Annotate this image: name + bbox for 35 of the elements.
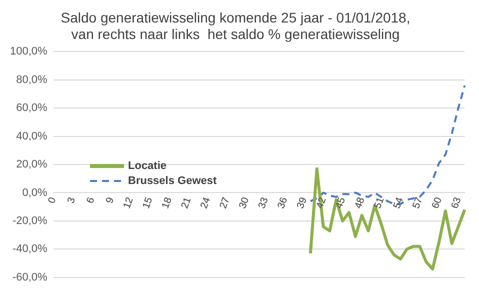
y-tick-label: 100,0% <box>10 46 48 58</box>
x-tick-label: 63 <box>450 196 464 210</box>
x-tick-label: 6 <box>85 196 98 205</box>
legend-label: Brussels Gewest <box>128 174 217 186</box>
y-tick-label: 80,0% <box>16 74 48 86</box>
x-tick-label: 39 <box>295 196 310 210</box>
y-tick-label: -40,0% <box>12 243 48 256</box>
text: van rechts naar links het saldo % generatiewisseling <box>71 26 400 42</box>
y-tick-label: 60,0% <box>16 102 48 114</box>
x-tick-label: 54 <box>392 196 406 210</box>
x-tick-label: 24 <box>198 196 214 210</box>
x-tick-label: 12 <box>122 196 136 210</box>
x-tick-label: 57 <box>410 196 426 210</box>
x-tick-label: 60 <box>430 196 445 210</box>
x-tick-label: 30 <box>237 196 252 210</box>
x-tick-label: 15 <box>141 196 156 210</box>
x-tick-label: 27 <box>218 196 232 210</box>
x-tick-label: 48 <box>353 196 368 210</box>
x-tick-label: 9 <box>104 196 117 205</box>
y-tick-label: -60,0% <box>12 271 48 284</box>
x-tick-label: 36 <box>276 196 290 210</box>
y-tick-label: 20,0% <box>16 158 48 171</box>
x-tick-label: 33 <box>256 196 271 210</box>
text: Saldo generatiewisseling komende 25 jaar - 01/01/2018, <box>60 9 410 26</box>
legend-label: Locatie <box>128 160 167 172</box>
x-tick-label: 42 <box>314 196 329 210</box>
y-tick-label: 0,0% <box>22 186 48 199</box>
y-tick-label: -20,0% <box>12 214 48 227</box>
x-tick-label: 45 <box>334 196 348 210</box>
x-tick-label: 21 <box>180 196 194 210</box>
x-tick-label: 51 <box>372 196 387 210</box>
x-tick-label: 3 <box>66 196 78 205</box>
x-tick-label: 0 <box>46 196 59 205</box>
x-tick-label: 18 <box>160 196 175 210</box>
y-tick-label: 40,0% <box>16 130 48 142</box>
